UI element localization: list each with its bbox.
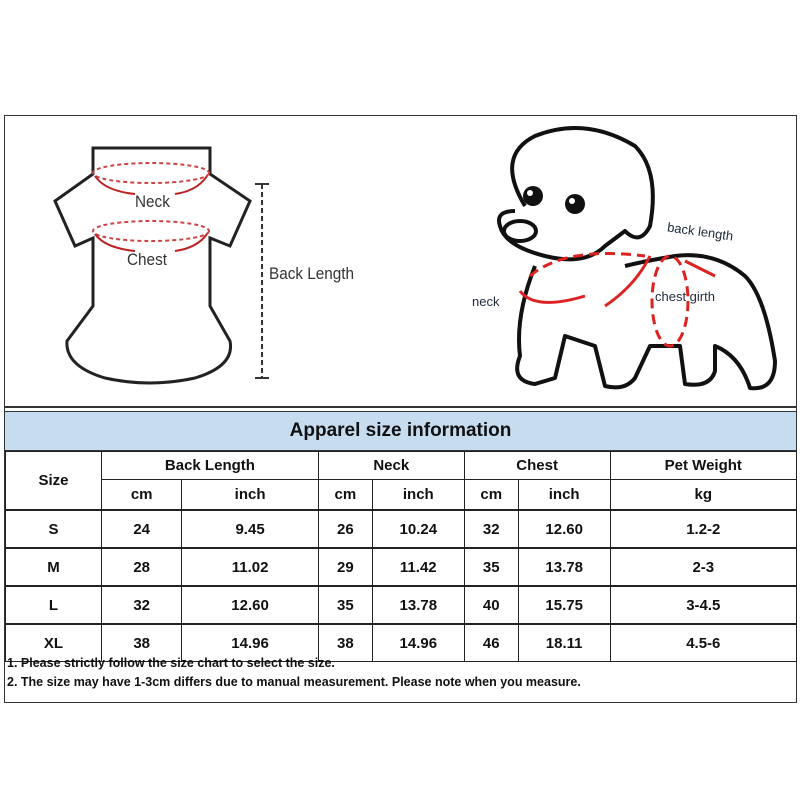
value-cell: 3-4.5 [609, 585, 798, 625]
value-cell: 12.60 [181, 585, 319, 625]
dog-neck-label: neck [472, 294, 500, 309]
unit-header: inch [181, 479, 319, 511]
value-cell: 28 [100, 547, 183, 587]
shirt-neck-label: Neck [135, 192, 170, 211]
value-cell: 18.11 [517, 623, 611, 662]
value-cell: 46 [463, 623, 519, 662]
unit-header: inch [517, 479, 611, 511]
table-row: M 28 11.02 29 11.42 35 13.78 2-3 [5, 547, 798, 587]
table-row: XL 38 14.96 38 14.96 46 18.11 4.5-6 [5, 623, 798, 662]
value-cell: 14.96 [181, 623, 319, 662]
shirt-diagram [53, 146, 269, 385]
value-cell: 2-3 [609, 547, 798, 587]
size-cell: M [5, 547, 102, 587]
value-cell: 11.02 [181, 547, 319, 587]
measurement-illustration: Neck Chest Back Length back length neck … [5, 116, 796, 408]
value-cell: 35 [317, 585, 373, 625]
note: 2. The size may have 1-3cm differs due t… [7, 675, 581, 689]
unit-header: cm [317, 479, 373, 511]
table-row: S 24 9.45 26 10.24 32 12.60 1.2-2 [5, 509, 798, 549]
value-cell: 32 [463, 509, 519, 549]
group-header: Chest [463, 451, 611, 480]
size-cell: L [5, 585, 102, 625]
shirt-chest-label: Chest [127, 250, 167, 269]
unit-header: cm [463, 479, 519, 511]
value-cell: 9.45 [181, 509, 319, 549]
value-cell: 15.75 [517, 585, 611, 625]
table-row: L 32 12.60 35 13.78 40 15.75 3-4.5 [5, 585, 798, 625]
size-cell: XL [5, 623, 102, 662]
table-title: Apparel size information [5, 411, 796, 452]
dog-illustration [497, 126, 777, 391]
value-cell: 1.2-2 [609, 509, 798, 549]
value-cell: 14.96 [371, 623, 465, 662]
group-header: Neck [317, 451, 465, 480]
value-cell: 26 [317, 509, 373, 549]
note: 1. Please strictly follow the size chart… [7, 656, 335, 670]
dog-chest-girth-label: chest girth [655, 289, 715, 304]
value-cell: 24 [100, 509, 183, 549]
group-header: Back Length [101, 451, 319, 480]
value-cell: 32 [100, 585, 183, 625]
size-header: Size [5, 451, 102, 511]
value-cell: 38 [317, 623, 373, 662]
value-cell: 13.78 [517, 547, 611, 587]
size-chart: Neck Chest Back Length back length neck … [4, 115, 798, 703]
value-cell: 38 [100, 623, 183, 662]
shirt-back-length-label: Back Length [269, 264, 355, 283]
size-table: Size Back Length Neck Chest Pet Weight c… [5, 451, 798, 662]
unit-header: inch [371, 479, 465, 511]
unit-header: kg [609, 479, 798, 511]
value-cell: 40 [463, 585, 519, 625]
value-cell: 29 [317, 547, 373, 587]
value-cell: 13.78 [371, 585, 465, 625]
group-header: Pet Weight [609, 451, 798, 480]
value-cell: 11.42 [371, 547, 465, 587]
value-cell: 4.5-6 [609, 623, 798, 662]
size-cell: S [5, 509, 102, 549]
notes: 1. Please strictly follow the size chart… [7, 654, 581, 692]
unit-header: cm [100, 479, 183, 511]
value-cell: 35 [463, 547, 519, 587]
value-cell: 12.60 [517, 509, 611, 549]
value-cell: 10.24 [371, 509, 465, 549]
